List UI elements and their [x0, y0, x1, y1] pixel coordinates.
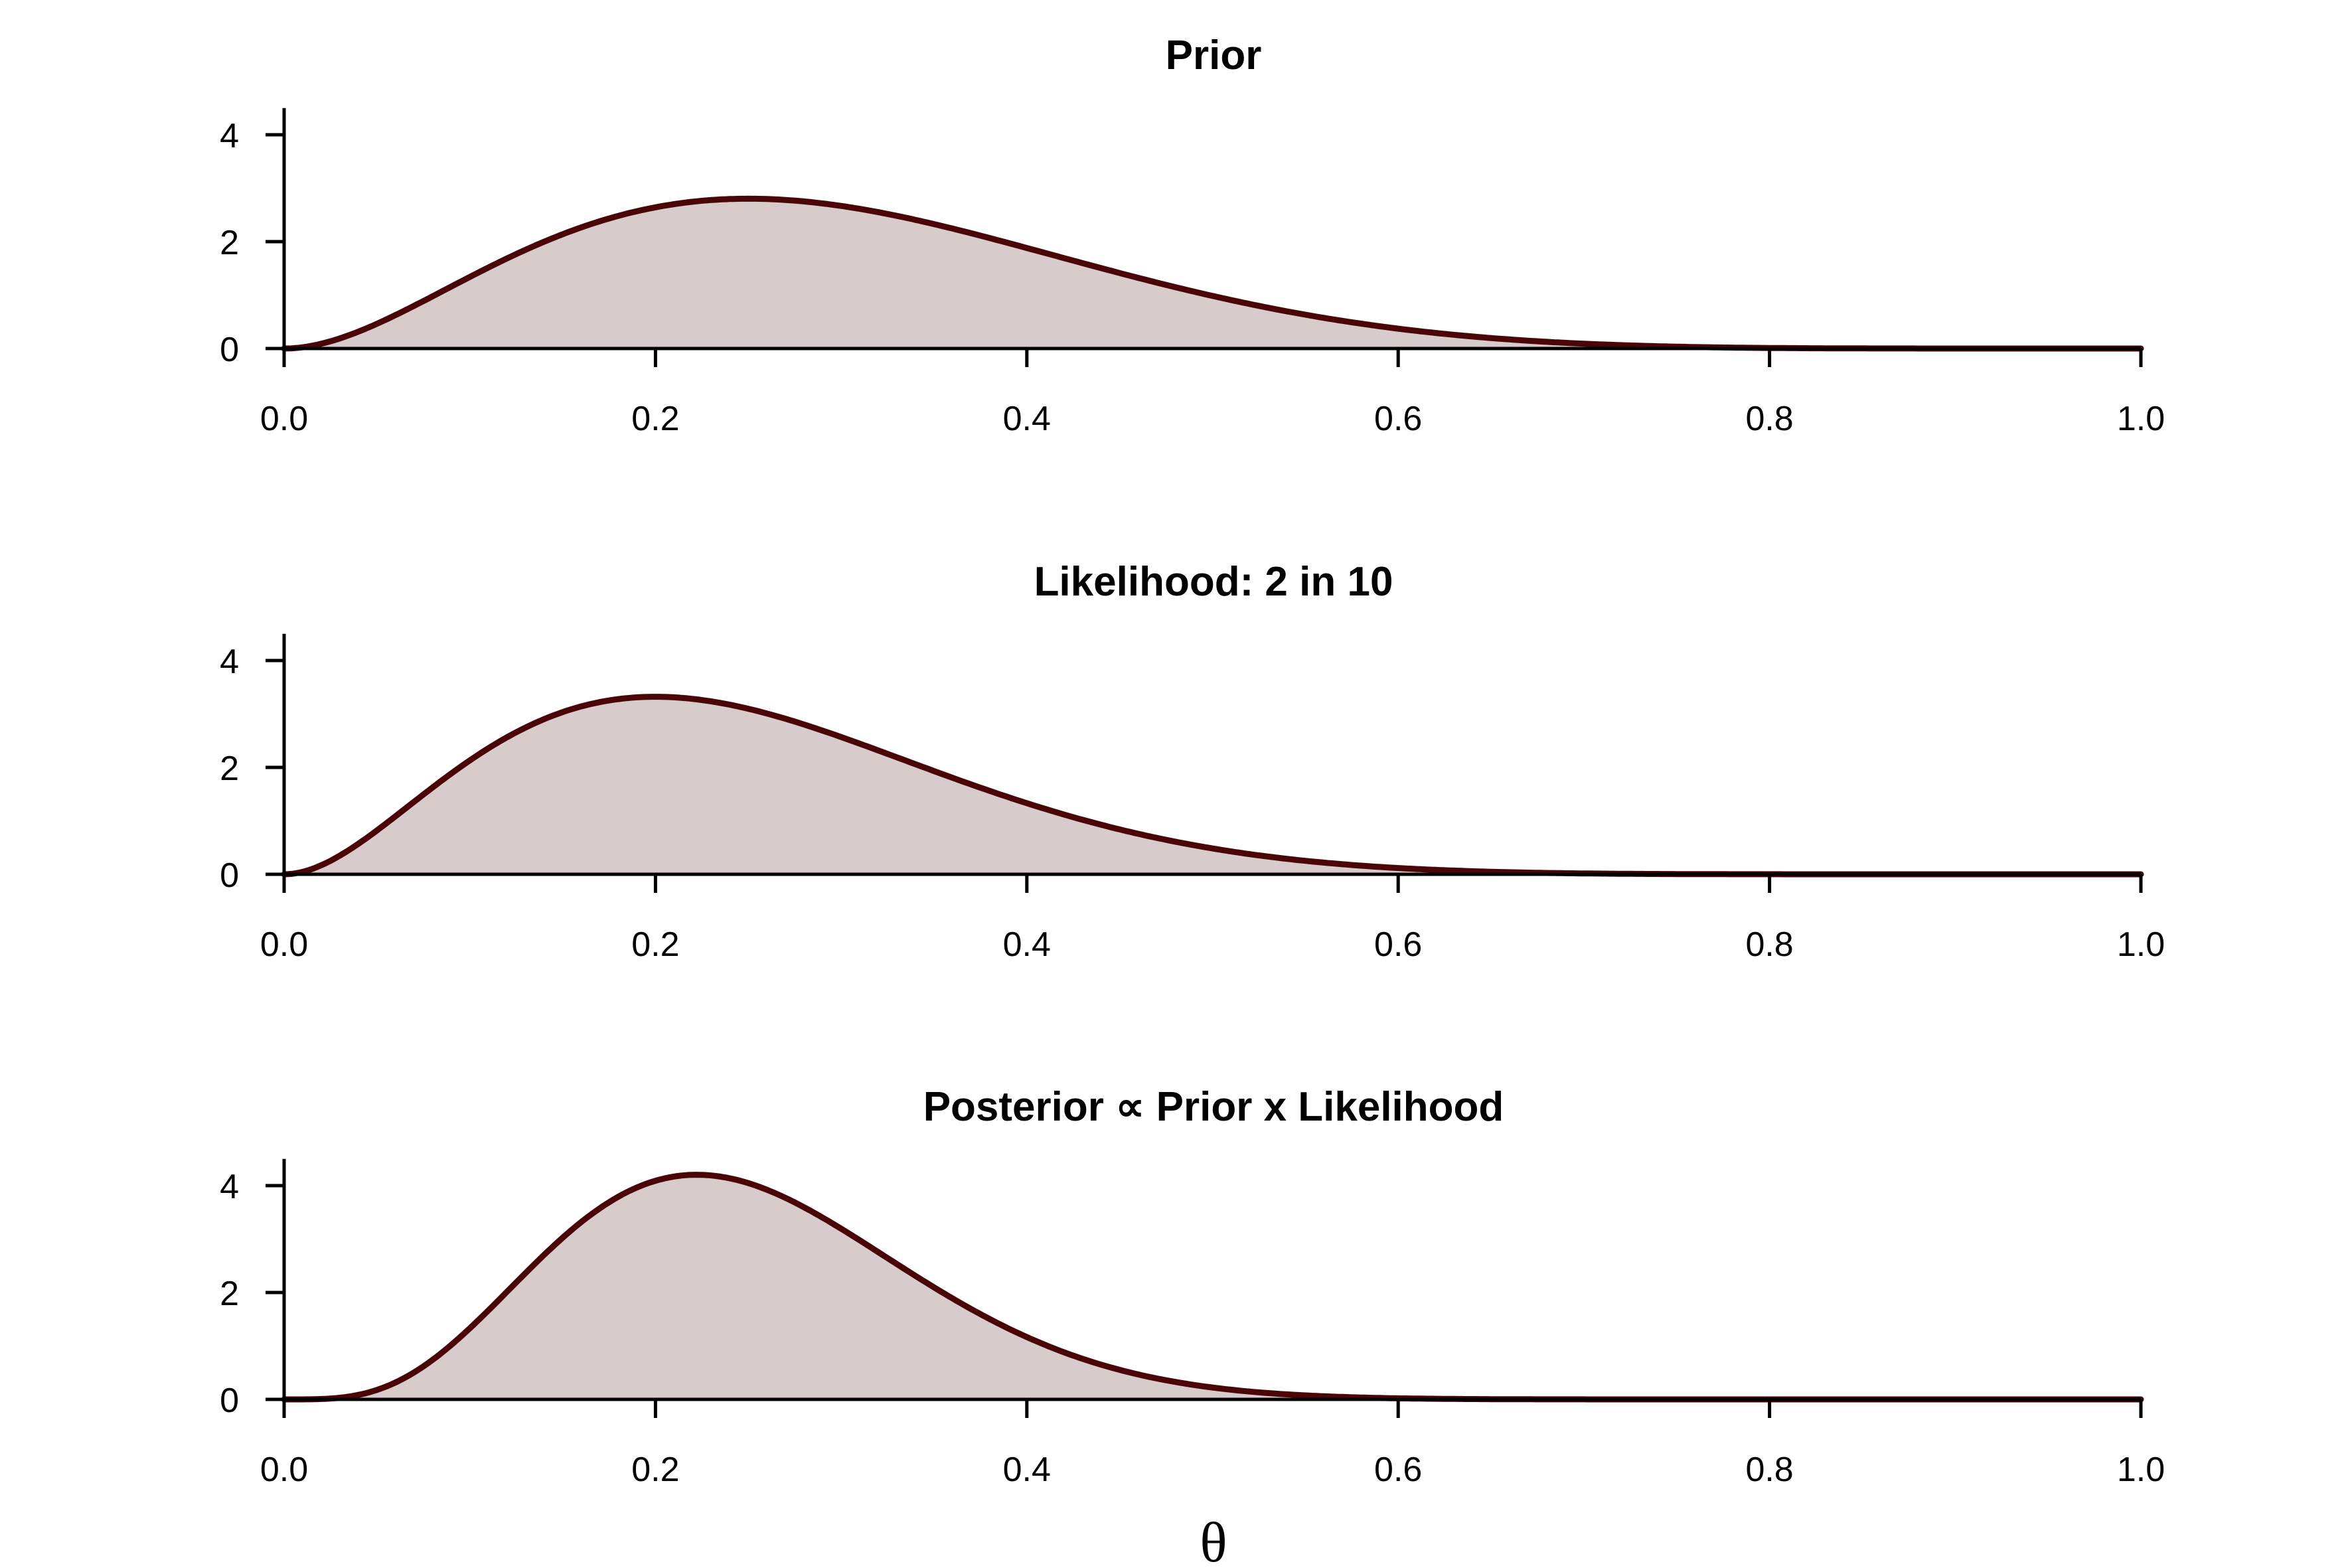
panel-title: Likelihood: 2 in 10: [1034, 559, 1393, 605]
y-axis-ticks: 0 2 4: [220, 117, 284, 369]
panel-likelihood: Likelihood: 2 in 10 0 2 4 0.0 0.2 0.4 0.6 0.8 1…: [220, 559, 2165, 964]
panel-posterior: Posterior ∝ Prior x Likelihood 024 0.0 0.…: [220, 1084, 2165, 1489]
x-tick-label: 0.8: [1745, 400, 1793, 438]
x-axis-title: θ: [1200, 1510, 1227, 1568]
x-tick-label: 0.0: [260, 925, 308, 964]
density-area: [284, 696, 2141, 874]
density-area: [284, 1174, 2141, 1399]
x-tick-label: 0.4: [1003, 400, 1051, 438]
x-axis-ticks: 0.0 0.2 0.4 0.6 0.8 1.0: [260, 874, 2165, 964]
panel-title: Posterior ∝ Prior x Likelihood: [923, 1084, 1504, 1130]
y-tick-label: 0: [220, 1381, 239, 1420]
y-tick-label: 0: [220, 331, 239, 369]
x-tick-label: 0.4: [1003, 925, 1051, 964]
x-tick-label: 0.6: [1374, 925, 1422, 964]
y-tick-label: 4: [220, 117, 239, 155]
y-tick-label: 0: [220, 856, 239, 895]
x-tick-label: 0.0: [260, 400, 308, 438]
x-tick-label: 0.0: [260, 1450, 308, 1489]
x-tick-label: 1.0: [2117, 1450, 2165, 1489]
panel-title: Prior: [1166, 33, 1262, 78]
x-axis-ticks: 0.0 0.2 0.4 0.6 0.8 1.0: [260, 1399, 2165, 1489]
y-tick-label: 4: [220, 1168, 239, 1206]
x-tick-label: 0.8: [1745, 925, 1793, 964]
x-tick-label: 0.2: [631, 1450, 679, 1489]
x-tick-label: 1.0: [2117, 925, 2165, 964]
y-tick-label: 4: [220, 643, 239, 681]
x-tick-label: 0.4: [1003, 1450, 1051, 1489]
x-tick-label: 1.0: [2117, 400, 2165, 438]
y-axis-ticks: 0 2 4: [220, 643, 284, 895]
x-tick-label: 0.6: [1374, 400, 1422, 438]
x-axis-ticks: 0.0 0.2 0.4 0.6 0.8 1.0: [260, 349, 2165, 438]
x-tick-label: 0.8: [1745, 1450, 1793, 1489]
panel-prior: Prior 0 2 4 0.0 0.2 0.4 0.6 0.8 1.0: [220, 33, 2165, 438]
x-tick-label: 0.2: [631, 400, 679, 438]
x-tick-label: 0.2: [631, 925, 679, 964]
x-tick-label: 0.6: [1374, 1450, 1422, 1489]
y-axis-ticks: 0 2 4: [220, 1168, 284, 1420]
density-area: [284, 198, 2141, 349]
y-tick-label: 2: [220, 224, 239, 262]
y-tick-label: 2: [220, 749, 239, 788]
y-tick-label: 2: [220, 1275, 239, 1313]
